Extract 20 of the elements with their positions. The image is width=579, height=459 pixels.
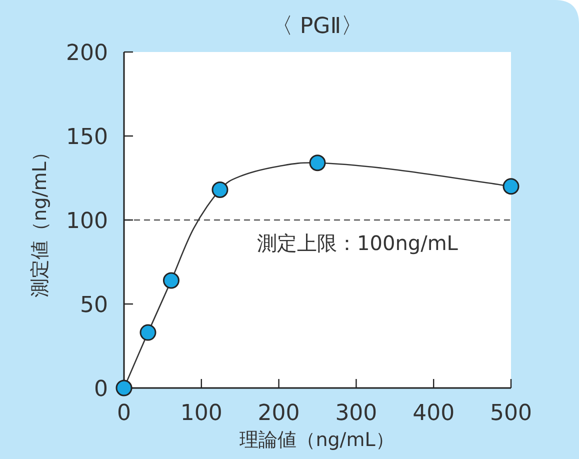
y-tick-label: 150 [66, 125, 108, 150]
x-axis-title: 理論値（ng/mL） [240, 429, 394, 451]
x-tick-label: 200 [258, 401, 300, 426]
y-tick-label: 0 [94, 377, 108, 402]
point [140, 324, 156, 341]
chart-title: 〈 PGⅡ〉 [270, 14, 364, 39]
x-tick-label: 0 [117, 401, 131, 426]
x-tick-label: 500 [490, 401, 532, 426]
point [162, 272, 180, 289]
y-tick-label: 200 [66, 41, 108, 66]
y-tick-label: 50 [80, 293, 108, 318]
x-tick-label: 300 [335, 401, 378, 426]
point [212, 182, 228, 198]
x-tick-label: 400 [412, 401, 455, 426]
point [309, 154, 326, 172]
y-axis-title: 測定値（ng/mL） [29, 142, 51, 298]
x-tick-label: 100 [180, 401, 222, 426]
y-tick-label: 100 [66, 209, 108, 234]
point [502, 178, 520, 195]
ref-line-label: 測定上限：100ng/mL [257, 231, 459, 255]
